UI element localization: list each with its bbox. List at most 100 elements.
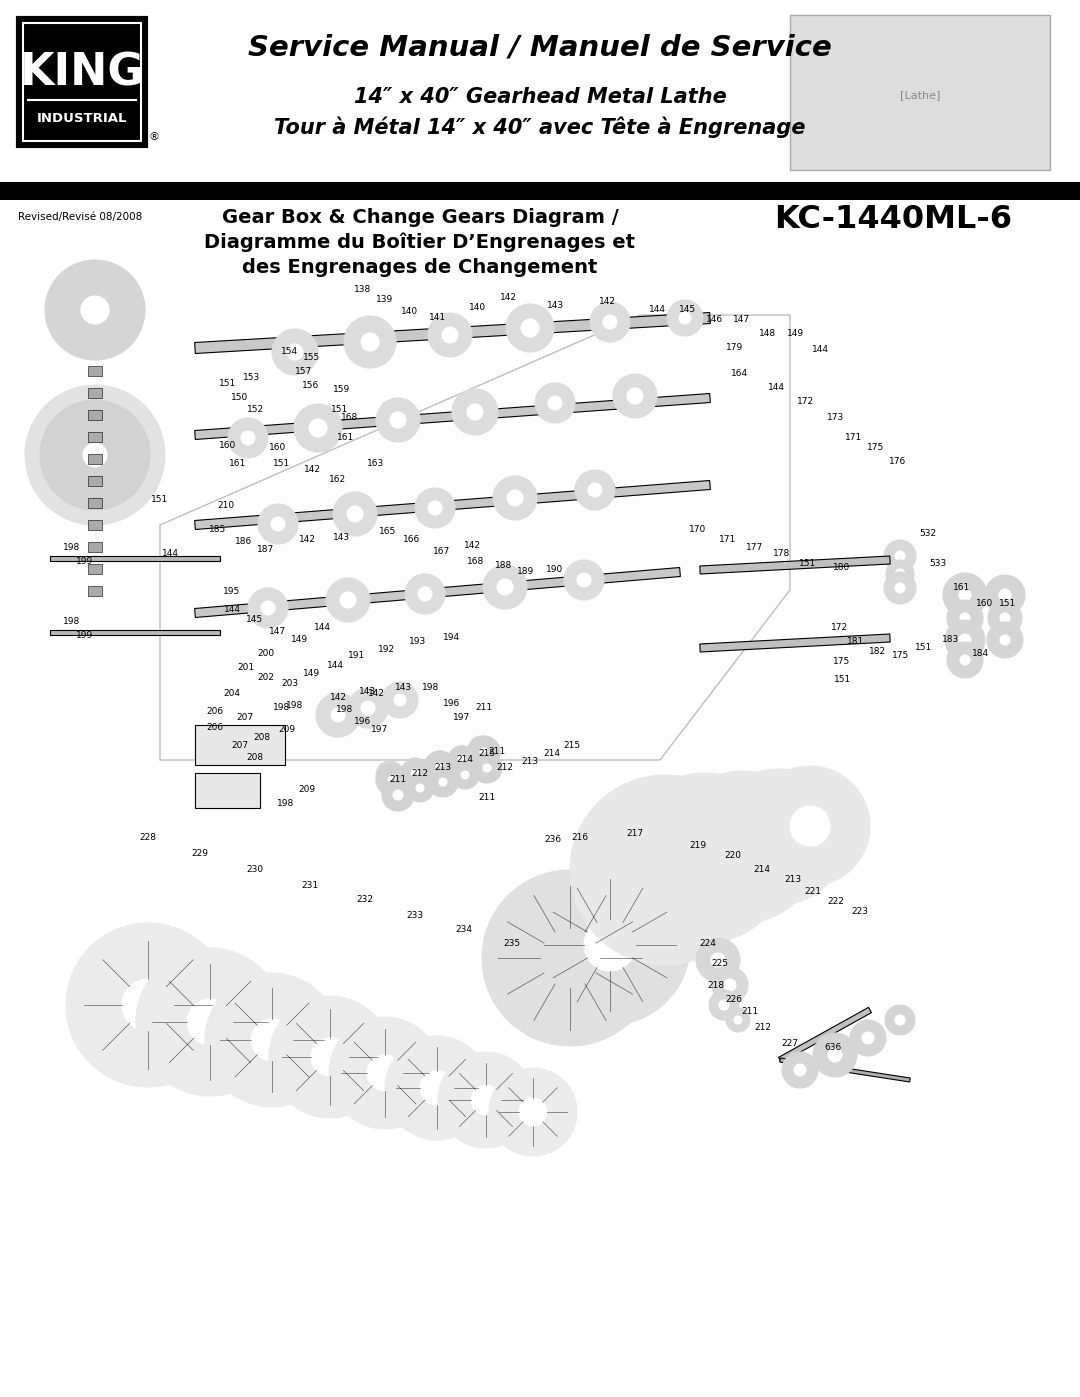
Text: 215: 215 (564, 742, 581, 750)
Text: 142: 142 (463, 542, 481, 550)
Text: 198: 198 (273, 704, 291, 712)
Text: 190: 190 (546, 566, 564, 574)
Circle shape (895, 583, 905, 592)
Text: 224: 224 (700, 939, 716, 947)
Text: 140: 140 (470, 303, 487, 313)
Text: 142: 142 (303, 464, 321, 474)
Bar (87, 454, 102, 464)
Bar (789, 15, 1050, 170)
Circle shape (411, 767, 418, 773)
Circle shape (348, 687, 388, 728)
Circle shape (122, 979, 174, 1031)
Circle shape (471, 1085, 501, 1115)
Circle shape (436, 763, 444, 771)
Circle shape (885, 571, 916, 604)
Circle shape (66, 923, 230, 1087)
Text: 142: 142 (598, 298, 616, 306)
Text: 148: 148 (759, 330, 777, 338)
Circle shape (467, 404, 483, 420)
Circle shape (388, 775, 396, 784)
Polygon shape (700, 556, 890, 574)
Text: 159: 159 (334, 386, 351, 394)
Circle shape (885, 541, 916, 571)
Text: 151: 151 (799, 560, 816, 569)
Text: 151: 151 (151, 496, 168, 504)
Circle shape (309, 419, 327, 437)
Circle shape (376, 761, 404, 789)
Circle shape (489, 1067, 577, 1155)
Text: 145: 145 (679, 305, 697, 313)
Circle shape (507, 305, 554, 352)
Text: 162: 162 (329, 475, 347, 483)
Bar (23, 22, 141, 141)
Text: 207: 207 (231, 740, 248, 750)
Text: 225: 225 (712, 958, 729, 968)
Text: 196: 196 (444, 698, 461, 707)
Text: 181: 181 (848, 637, 865, 647)
Text: 203: 203 (282, 679, 298, 687)
Circle shape (710, 768, 846, 905)
Circle shape (535, 383, 575, 423)
Circle shape (718, 821, 768, 872)
Circle shape (603, 314, 617, 330)
Circle shape (575, 469, 615, 510)
Polygon shape (194, 394, 711, 440)
Circle shape (947, 643, 983, 678)
Text: INDUSTRIAL: INDUSTRIAL (37, 112, 127, 124)
Text: 178: 178 (773, 549, 791, 559)
Circle shape (987, 622, 1023, 658)
Text: 227: 227 (782, 1038, 798, 1048)
Text: 212: 212 (411, 768, 429, 778)
Bar (87, 564, 102, 574)
Bar (87, 585, 102, 597)
Polygon shape (50, 630, 220, 634)
Text: 229: 229 (191, 849, 208, 859)
Bar (87, 520, 102, 529)
Text: 188: 188 (496, 560, 513, 570)
Text: 142: 142 (298, 535, 315, 545)
Bar (87, 366, 102, 376)
Circle shape (667, 300, 703, 337)
Text: 187: 187 (257, 545, 274, 555)
Circle shape (507, 490, 523, 506)
Text: Gear Box & Change Gears Diagram /: Gear Box & Change Gears Diagram / (221, 208, 619, 226)
Text: 177: 177 (746, 542, 764, 552)
Bar (0, 182, 1080, 200)
Text: 207: 207 (237, 714, 254, 722)
Bar (87, 497, 102, 509)
Circle shape (411, 768, 419, 777)
Text: 218: 218 (707, 981, 725, 989)
Circle shape (271, 517, 285, 531)
Circle shape (77, 437, 113, 474)
Text: 198: 198 (64, 543, 81, 552)
Circle shape (406, 774, 434, 802)
Text: 215: 215 (478, 749, 496, 757)
Text: 168: 168 (341, 414, 359, 422)
Circle shape (613, 374, 657, 418)
Text: 151: 151 (219, 380, 237, 388)
Text: 175: 175 (834, 658, 851, 666)
Bar (87, 344, 102, 353)
Circle shape (442, 327, 458, 344)
Text: 198: 198 (336, 705, 353, 714)
Text: 222: 222 (827, 897, 845, 907)
Text: 198: 198 (278, 799, 295, 807)
Text: 142: 142 (367, 689, 384, 697)
Circle shape (712, 967, 748, 1003)
Circle shape (340, 592, 356, 608)
Circle shape (461, 771, 469, 780)
Circle shape (885, 1004, 915, 1035)
Polygon shape (779, 1007, 872, 1063)
Text: 206: 206 (206, 724, 224, 732)
Text: 140: 140 (402, 307, 419, 317)
Circle shape (945, 620, 985, 659)
Circle shape (228, 418, 268, 458)
Text: 156: 156 (302, 381, 320, 391)
Circle shape (540, 928, 600, 988)
Circle shape (261, 601, 275, 615)
Text: 208: 208 (246, 753, 264, 763)
Text: 171: 171 (719, 535, 737, 545)
Circle shape (403, 759, 427, 782)
Text: 143: 143 (334, 534, 351, 542)
Text: 198: 198 (64, 617, 81, 626)
